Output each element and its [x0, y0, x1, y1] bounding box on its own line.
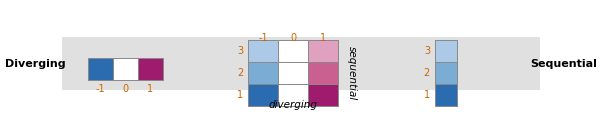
Text: diverging: diverging: [268, 100, 317, 110]
Bar: [308, 62, 338, 84]
Text: 0: 0: [122, 84, 129, 94]
Text: -1: -1: [258, 33, 268, 43]
Bar: [88, 58, 113, 80]
Bar: [435, 62, 457, 84]
Bar: [248, 84, 278, 106]
Bar: [278, 84, 308, 106]
Bar: [308, 40, 338, 62]
Bar: [113, 58, 138, 80]
Bar: [308, 84, 338, 106]
Text: 1: 1: [147, 84, 154, 94]
Text: 1: 1: [424, 90, 430, 100]
Text: 3: 3: [424, 46, 430, 56]
Text: 0: 0: [290, 33, 296, 43]
Text: Diverging: Diverging: [5, 59, 66, 69]
Bar: [248, 62, 278, 84]
Text: 1: 1: [320, 33, 326, 43]
Text: 2: 2: [424, 68, 430, 78]
Text: -1: -1: [96, 84, 105, 94]
Text: sequential: sequential: [347, 46, 357, 100]
Bar: [435, 84, 457, 106]
Bar: [62, 37, 540, 90]
Bar: [248, 40, 278, 62]
Text: 2: 2: [237, 68, 243, 78]
Bar: [278, 40, 308, 62]
Bar: [435, 40, 457, 62]
Text: 1: 1: [237, 90, 243, 100]
Text: Sequential: Sequential: [530, 59, 597, 69]
Bar: [278, 62, 308, 84]
Bar: [138, 58, 163, 80]
Text: 3: 3: [237, 46, 243, 56]
